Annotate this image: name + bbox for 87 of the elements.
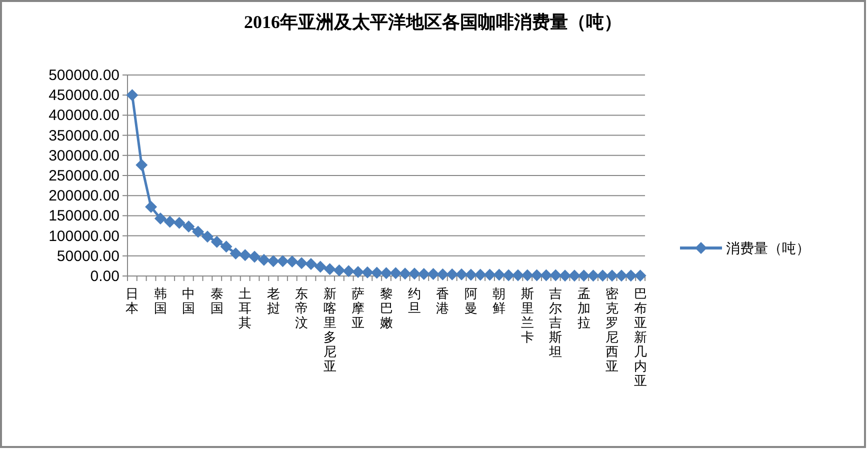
x-tick-label: 老挝 <box>266 286 280 316</box>
point <box>230 247 242 260</box>
y-tick-label: 100000.00 <box>48 228 120 245</box>
x-tick-label: 阿曼 <box>464 286 478 316</box>
legend-label: 消费量（吨） <box>726 241 810 257</box>
x-tick-label: 吉尔吉斯坦 <box>548 286 562 359</box>
point <box>304 258 317 270</box>
point <box>568 270 580 282</box>
point <box>267 255 280 268</box>
x-tick-label: 香港 <box>436 286 450 316</box>
point <box>436 268 449 280</box>
point <box>587 270 600 282</box>
x-tick-label: 泰国 <box>210 286 224 316</box>
x-tick-label: 黎巴嫩 <box>380 286 393 330</box>
y-tick-label: 350000.00 <box>48 127 120 144</box>
y-tick-label: 50000.00 <box>56 248 120 265</box>
point <box>239 249 252 262</box>
point <box>154 212 166 225</box>
y-tick-label: 150000.00 <box>48 208 120 225</box>
x-tick-label: 日本 <box>126 286 139 316</box>
point <box>634 270 646 282</box>
y-tick-label: 300000.00 <box>48 147 120 164</box>
point <box>276 255 289 268</box>
point <box>286 256 298 268</box>
point <box>182 220 195 233</box>
x-tick-label: 新喀里多尼亚 <box>323 286 336 374</box>
x-tick-label: 韩国 <box>154 286 167 316</box>
point <box>126 89 138 102</box>
point <box>173 216 186 229</box>
x-tick-label: 斯里兰卡 <box>520 286 534 344</box>
point <box>324 263 336 276</box>
x-tick-label: 孟加拉 <box>577 286 590 330</box>
point <box>380 267 392 280</box>
point <box>512 269 524 282</box>
point <box>210 236 223 248</box>
y-tick-label: 500000.00 <box>48 67 120 84</box>
point <box>521 269 534 282</box>
point <box>399 268 412 280</box>
point <box>418 268 430 280</box>
point <box>427 268 440 280</box>
point <box>201 230 214 243</box>
point <box>446 268 458 280</box>
point <box>550 269 562 282</box>
point <box>296 257 308 270</box>
point <box>596 270 609 282</box>
y-tick-label: 200000.00 <box>48 188 120 205</box>
point <box>606 270 618 282</box>
chart-title: 2016年亚洲及太平洋地区各国咖啡消费量（吨） <box>244 12 622 32</box>
point <box>352 266 364 278</box>
point <box>220 240 232 253</box>
point <box>361 266 374 278</box>
point <box>624 270 637 282</box>
x-tick-label: 巴布亚新几内亚 <box>634 286 647 388</box>
point <box>136 159 148 172</box>
x-tick-label: 约旦 <box>408 286 421 316</box>
point <box>474 268 486 281</box>
x-tick-label: 中国 <box>182 286 196 316</box>
y-tick-label: 250000.00 <box>48 168 120 184</box>
point <box>333 264 346 276</box>
point <box>342 265 355 278</box>
point <box>164 216 176 228</box>
x-tick-label: 萨摩亚 <box>352 286 365 330</box>
point <box>408 268 420 280</box>
x-tick-label: 密克罗尼西亚 <box>606 286 619 374</box>
point <box>493 268 506 281</box>
point <box>559 270 572 282</box>
x-tick-label: 土耳其 <box>238 286 252 330</box>
point <box>145 200 158 213</box>
x-tick-label: 东帝汶 <box>295 286 308 330</box>
point <box>370 266 383 279</box>
y-tick-label: 450000.00 <box>48 87 120 104</box>
point <box>456 268 468 280</box>
point <box>314 260 326 273</box>
point <box>258 254 270 266</box>
point <box>192 226 204 238</box>
point <box>484 268 496 281</box>
point <box>390 267 402 280</box>
point <box>248 250 261 263</box>
point <box>502 269 515 282</box>
y-tick-label: 0.00 <box>90 268 120 285</box>
point <box>530 269 543 282</box>
point <box>578 270 590 282</box>
point <box>464 268 477 281</box>
point <box>615 270 628 282</box>
y-tick-label: 400000.00 <box>48 107 120 124</box>
x-tick-label: 朝鲜 <box>492 286 506 316</box>
point <box>540 269 552 282</box>
